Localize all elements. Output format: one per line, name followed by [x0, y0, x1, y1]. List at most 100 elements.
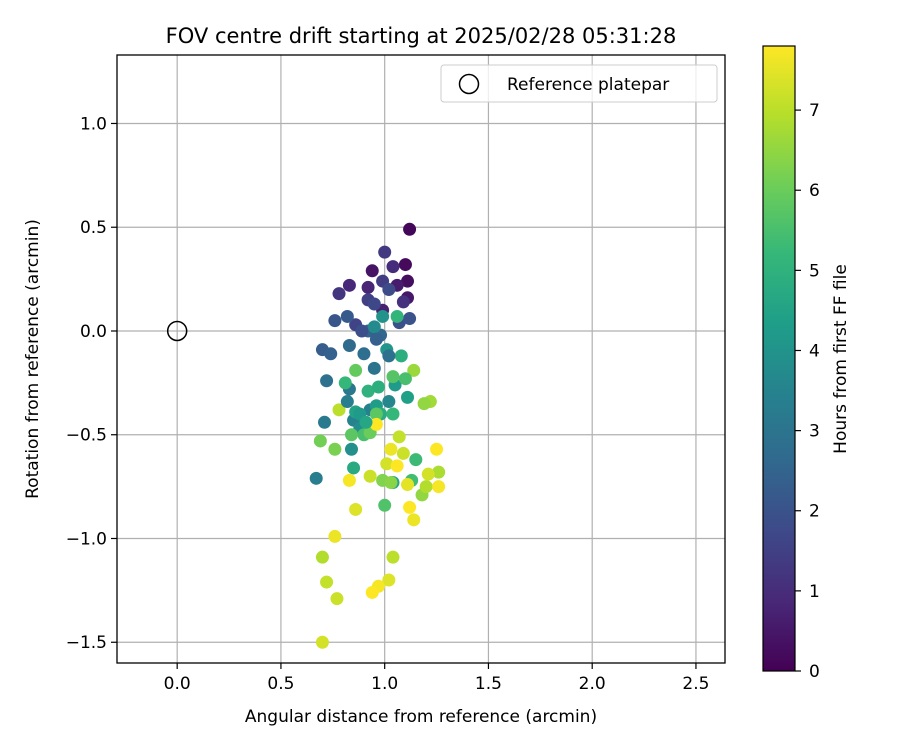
- legend-box: [440, 64, 718, 103]
- y-tick-label: −1.0: [66, 529, 107, 549]
- colorbar-tick-label: 5: [809, 261, 820, 281]
- data-point: [382, 395, 396, 409]
- data-point: [396, 446, 410, 460]
- data-point: [328, 529, 342, 543]
- data-point: [315, 635, 329, 649]
- data-point: [386, 550, 400, 564]
- data-point: [401, 274, 415, 288]
- colorbar-tick-label: 7: [809, 101, 820, 121]
- colorbar-tick-label: 0: [809, 662, 820, 682]
- data-point: [421, 467, 435, 481]
- colorbar-label: Hours from first FF file: [831, 264, 851, 454]
- data-point: [380, 457, 394, 471]
- data-point: [357, 347, 371, 361]
- data-point: [396, 295, 410, 309]
- x-tick-label: 2.5: [682, 674, 709, 694]
- colorbar: 0 1 2 3 4 5 6 7 Hours from first FF file: [762, 45, 851, 682]
- data-point: [419, 480, 433, 494]
- data-point: [315, 550, 329, 564]
- data-point: [384, 475, 398, 489]
- x-tick-label: 1.5: [475, 674, 502, 694]
- data-point: [320, 575, 334, 589]
- data-point: [417, 397, 431, 411]
- legend-marker: [458, 73, 480, 95]
- data-point: [349, 363, 363, 377]
- data-point: [409, 453, 423, 467]
- x-tick-label: 0.5: [267, 674, 294, 694]
- data-point: [376, 309, 390, 323]
- colorbar-ticks: 0 1 2 3 4 5 6 7: [795, 101, 820, 682]
- data-point: [401, 390, 415, 404]
- x-tick-label: 0.0: [164, 674, 191, 694]
- data-point: [384, 442, 398, 456]
- data-point: [382, 282, 396, 296]
- data-point: [324, 347, 338, 361]
- data-point: [332, 403, 346, 417]
- data-point: [367, 320, 381, 334]
- data-points: [309, 222, 446, 649]
- legend-label: Reference platepar: [507, 75, 669, 95]
- y-tick-label: 0.5: [80, 218, 107, 238]
- reference-marker-layer: [166, 320, 188, 342]
- data-point: [369, 417, 383, 431]
- data-point: [342, 278, 356, 292]
- data-point: [363, 469, 377, 483]
- data-point: [382, 573, 396, 587]
- data-point: [367, 361, 381, 375]
- data-point: [365, 585, 379, 599]
- data-point: [338, 376, 352, 390]
- data-point: [328, 314, 342, 328]
- data-point: [313, 434, 327, 448]
- data-point: [378, 245, 392, 259]
- data-point: [369, 332, 383, 346]
- data-point: [365, 264, 379, 278]
- data-point: [430, 442, 444, 456]
- data-point: [340, 309, 354, 323]
- colorbar-tick-label: 1: [809, 582, 820, 602]
- data-point: [347, 461, 361, 475]
- data-point: [398, 258, 412, 272]
- x-axis-label: Angular distance from reference (arcmin): [245, 707, 597, 727]
- data-point: [344, 442, 358, 456]
- legend: Reference platepar: [440, 64, 718, 103]
- x-tick-label: 2.0: [579, 674, 606, 694]
- colorbar-tick-label: 2: [809, 502, 820, 522]
- data-point: [332, 287, 346, 301]
- data-point: [355, 324, 369, 338]
- data-point: [392, 430, 406, 444]
- y-tick-label: 0.0: [80, 322, 107, 342]
- data-point: [432, 480, 446, 494]
- data-point: [407, 513, 421, 527]
- chart-title: FOV centre drift starting at 2025/02/28 …: [166, 24, 677, 48]
- data-point: [432, 465, 446, 479]
- data-point: [361, 384, 375, 398]
- y-axis-ticks: −1.5 −1.0 −0.5 0.0 0.5 1.0: [66, 114, 117, 653]
- reference-platepar-marker: [166, 320, 188, 342]
- colorbar-tick-label: 3: [809, 422, 820, 442]
- y-tick-label: −0.5: [66, 426, 107, 446]
- data-point: [382, 349, 396, 363]
- data-point: [398, 372, 412, 386]
- data-point: [378, 498, 392, 512]
- colorbar-gradient: [762, 45, 796, 672]
- data-point: [386, 370, 400, 384]
- data-point: [403, 500, 417, 514]
- data-point: [342, 473, 356, 487]
- data-point: [369, 407, 383, 421]
- data-point: [403, 222, 417, 236]
- y-tick-label: −1.5: [66, 633, 107, 653]
- data-point: [330, 592, 344, 606]
- data-point: [386, 407, 400, 421]
- data-point: [371, 380, 385, 394]
- data-point: [320, 374, 334, 388]
- y-tick-label: 1.0: [80, 114, 107, 134]
- colorbar-tick-label: 4: [809, 341, 820, 361]
- data-point: [367, 297, 381, 311]
- x-axis-ticks: 0.0 0.5 1.0 1.5 2.0 2.5: [164, 663, 709, 694]
- data-point: [407, 363, 421, 377]
- data-point: [390, 459, 404, 473]
- plot-frame: [116, 54, 726, 664]
- data-point: [403, 312, 417, 326]
- data-point: [359, 415, 373, 429]
